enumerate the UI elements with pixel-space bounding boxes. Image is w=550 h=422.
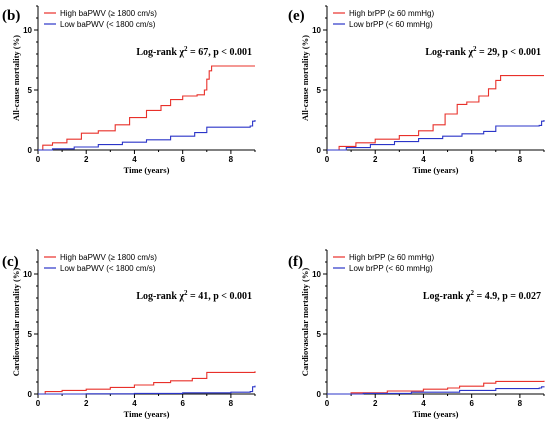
y-tick-label: 5: [28, 86, 33, 95]
x-tick-label: 8: [229, 399, 234, 408]
x-tick-label: 8: [518, 155, 523, 164]
y-tick-label: 10: [312, 270, 321, 279]
panel-label: (b): [2, 8, 20, 24]
y-tick-label: 0: [28, 146, 33, 155]
chart-panel-3: (c) 0 5 10 0 2 4 6 8 Time (years) Cardiovascular m…: [2, 249, 256, 419]
annotation-text: = 41, p < 0.001: [188, 291, 252, 302]
x-tick-label: 4: [421, 155, 426, 164]
legend-label: Low brPP (< 60 mmHg): [349, 264, 433, 273]
y-tick-label: 0: [28, 390, 33, 399]
y-tick-label: 5: [317, 330, 322, 339]
y-axis-title: Cardiovascular mortality (%): [300, 268, 310, 377]
annotation-text: = 29, p < 0.001: [477, 47, 541, 58]
log-rank-annotation: Log-rank χ2 = 4.9, p = 0.027: [423, 289, 541, 302]
annotation-text: Log-rank χ: [136, 291, 184, 302]
x-tick-label: 4: [132, 399, 137, 408]
y-tick-label: 10: [23, 26, 32, 35]
log-rank-annotation: Log-rank χ2 = 67, p < 0.001: [136, 45, 252, 58]
x-tick-label: 2: [84, 155, 89, 164]
series-line-low: [327, 120, 545, 151]
y-tick-label: 5: [28, 330, 33, 339]
legend-label: Low baPWV (< 1800 cm/s): [60, 20, 156, 29]
x-tick-label: 0: [325, 399, 330, 408]
panel-label: (f): [288, 254, 303, 270]
panel-label: (c): [2, 254, 19, 270]
legend-label: High baPWV (≥ 1800 cm/s): [60, 253, 157, 262]
legend-label: Low brPP (< 60 mmHg): [349, 20, 433, 29]
y-tick-label: 5: [317, 86, 322, 95]
annotation-text: Log-rank χ: [425, 47, 473, 58]
y-tick-label: 10: [312, 26, 321, 35]
x-tick-label: 6: [180, 399, 185, 408]
x-tick-label: 2: [373, 155, 378, 164]
legend-label: High baPWV (≥ 1800 cm/s): [60, 9, 157, 18]
x-tick-label: 4: [421, 399, 426, 408]
annotation-superscript: 2: [471, 289, 475, 297]
x-axis-title: Time (years): [413, 165, 459, 175]
x-tick-label: 2: [373, 399, 378, 408]
y-tick-label: 10: [23, 270, 32, 279]
y-axis-title: All-cause mortality (%): [300, 35, 310, 121]
series-line-high: [38, 371, 256, 395]
panel-label: (e): [288, 8, 305, 24]
x-tick-label: 8: [518, 399, 523, 408]
annotation-superscript: 2: [184, 45, 188, 53]
series-line-low: [38, 120, 256, 151]
legend-label: High brPP (≥ 60 mmHg): [349, 253, 434, 262]
y-tick-label: 0: [317, 390, 322, 399]
x-tick-label: 2: [84, 399, 89, 408]
series-line-low: [327, 386, 545, 395]
series-line-high: [327, 380, 545, 395]
x-tick-label: 0: [36, 155, 41, 164]
x-tick-label: 4: [132, 155, 137, 164]
annotation-text: = 67, p < 0.001: [188, 47, 252, 58]
annotation-text: = 4.9, p = 0.027: [474, 291, 541, 302]
x-axis-title: Time (years): [124, 165, 170, 175]
x-tick-label: 8: [229, 155, 234, 164]
log-rank-annotation: Log-rank χ2 = 29, p < 0.001: [425, 45, 541, 58]
chart-panel-2: (e) 0 5 10 0 2 4 6 8 Time (years) All-cause mortal…: [288, 5, 545, 175]
annotation-superscript: 2: [184, 289, 188, 297]
x-tick-label: 6: [469, 155, 474, 164]
y-axis-title: Cardiovascular mortality (%): [11, 268, 21, 377]
log-rank-annotation: Log-rank χ2 = 41, p < 0.001: [136, 289, 252, 302]
legend-label: Low baPWV (< 1800 cm/s): [60, 264, 156, 273]
series-line-high: [38, 65, 255, 151]
x-axis-title: Time (years): [413, 409, 459, 419]
chart-panel-4: (f) 0 5 10 0 2 4 6 8 Time (years) Cardiovascular m…: [288, 249, 545, 419]
series-line-low: [38, 385, 256, 395]
x-tick-label: 6: [180, 155, 185, 164]
chart-panel-1: (b) 0 5 10 0 2 4 6 8 Time (years) All-cause mortal…: [2, 5, 256, 175]
series-line-high: [327, 75, 544, 151]
x-tick-label: 0: [36, 399, 41, 408]
x-tick-label: 6: [469, 399, 474, 408]
x-tick-label: 0: [325, 155, 330, 164]
annotation-text: Log-rank χ: [136, 47, 184, 58]
y-tick-label: 0: [317, 146, 322, 155]
legend-label: High brPP (≥ 60 mmHg): [349, 9, 434, 18]
x-axis-title: Time (years): [124, 409, 170, 419]
annotation-text: Log-rank χ: [423, 291, 471, 302]
annotation-superscript: 2: [473, 45, 477, 53]
y-axis-title: All-cause mortality (%): [11, 35, 21, 121]
